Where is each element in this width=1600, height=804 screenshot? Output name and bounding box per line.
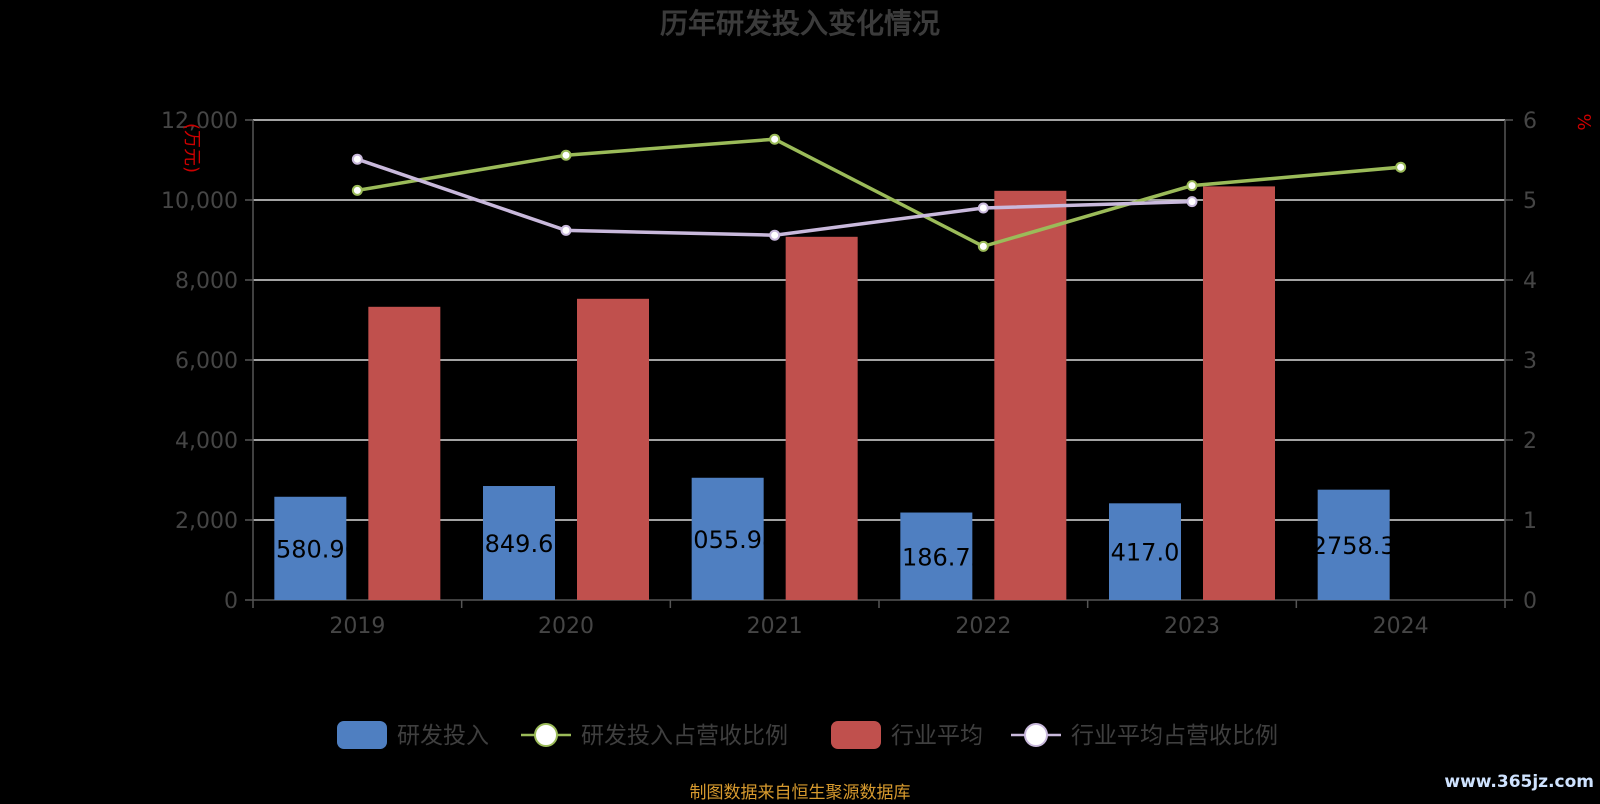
- bar-data-label: 2849.61: [469, 530, 568, 558]
- point-rd-ratio: [560, 149, 572, 161]
- y-right-tick-label: 4: [1523, 269, 1537, 294]
- point-rd-ratio: [351, 184, 363, 196]
- bar-industry-average: [368, 306, 441, 600]
- x-tick-label: 2021: [747, 614, 803, 639]
- y-right-tick-label: 1: [1523, 509, 1537, 534]
- bar-rd-investment: [483, 486, 555, 600]
- y-left-tick-label: 0: [224, 589, 238, 614]
- point-rd-ratio: [1186, 180, 1198, 192]
- y-left-tick-label: 10,000: [161, 189, 238, 214]
- bar-rd-investment: [1317, 489, 1390, 600]
- y-right-tick-label: 5: [1523, 189, 1537, 214]
- bar-rd-investment: [1109, 503, 1181, 600]
- y-right-tick-label: 0: [1523, 589, 1537, 614]
- bar-data-label: 2186.72: [887, 543, 986, 571]
- bar-rd-investment: [691, 477, 764, 600]
- bar-data-label: 2580.96: [261, 535, 360, 563]
- legend-label: 行业平均: [891, 723, 983, 749]
- point-industry-ratio: [977, 202, 989, 214]
- data-source-note: 制图数据来自恒生聚源数据库: [689, 783, 911, 803]
- line-rd-ratio: [357, 137, 1401, 249]
- point-rd-ratio: [977, 240, 989, 252]
- point-rd-ratio: [1395, 161, 1407, 173]
- legend-swatch-bar: [337, 721, 387, 749]
- bar-rd-investment: [900, 512, 973, 600]
- bar-data-label: 3055.98: [678, 526, 777, 554]
- y-left-tick-label: 8,000: [175, 269, 238, 294]
- y-right-tick-label: 3: [1523, 349, 1537, 374]
- x-tick-label: 2022: [955, 614, 1011, 639]
- x-tick-label: 2019: [329, 614, 385, 639]
- watermark: www.365jz.com: [1444, 772, 1594, 792]
- legend-label: 行业平均占营收比例: [1071, 723, 1278, 749]
- y-right-unit-label: %: [1573, 113, 1594, 130]
- bar-industry-average: [994, 190, 1067, 601]
- y-left-unit-label: (万元): [181, 123, 202, 173]
- bar-data-label: 2417.08: [1095, 539, 1194, 567]
- y-left-tick-label: 12,000: [161, 109, 238, 134]
- y-left-tick-label: 2,000: [175, 509, 238, 534]
- bar-rd-investment: [274, 496, 347, 600]
- x-tick-label: 2020: [538, 614, 594, 639]
- legend-swatch-bar: [831, 721, 881, 749]
- x-tick-label: 2023: [1164, 614, 1220, 639]
- point-rd-ratio: [769, 133, 781, 145]
- x-tick-label: 2024: [1373, 614, 1429, 639]
- y-left-tick-label: 4,000: [175, 429, 238, 454]
- bar-industry-average: [1203, 186, 1275, 600]
- legend-swatch-marker: [534, 723, 558, 747]
- point-industry-ratio: [1186, 196, 1198, 208]
- y-right-tick-label: 2: [1523, 429, 1537, 454]
- bar-industry-average: [577, 298, 649, 600]
- legend-label: 研发投入占营收比例: [581, 723, 788, 749]
- bar-industry-average: [785, 236, 858, 601]
- legend-label: 研发投入: [397, 723, 489, 749]
- y-right-tick-label: 6: [1523, 109, 1537, 134]
- y-left-tick-label: 6,000: [175, 349, 238, 374]
- point-industry-ratio: [769, 229, 781, 241]
- legend-swatch-marker: [1024, 723, 1048, 747]
- point-industry-ratio: [560, 224, 572, 236]
- bar-data-label: 2758.3: [1312, 532, 1396, 560]
- point-industry-ratio: [351, 153, 363, 165]
- chart-title: 历年研发投入变化情况: [660, 7, 940, 40]
